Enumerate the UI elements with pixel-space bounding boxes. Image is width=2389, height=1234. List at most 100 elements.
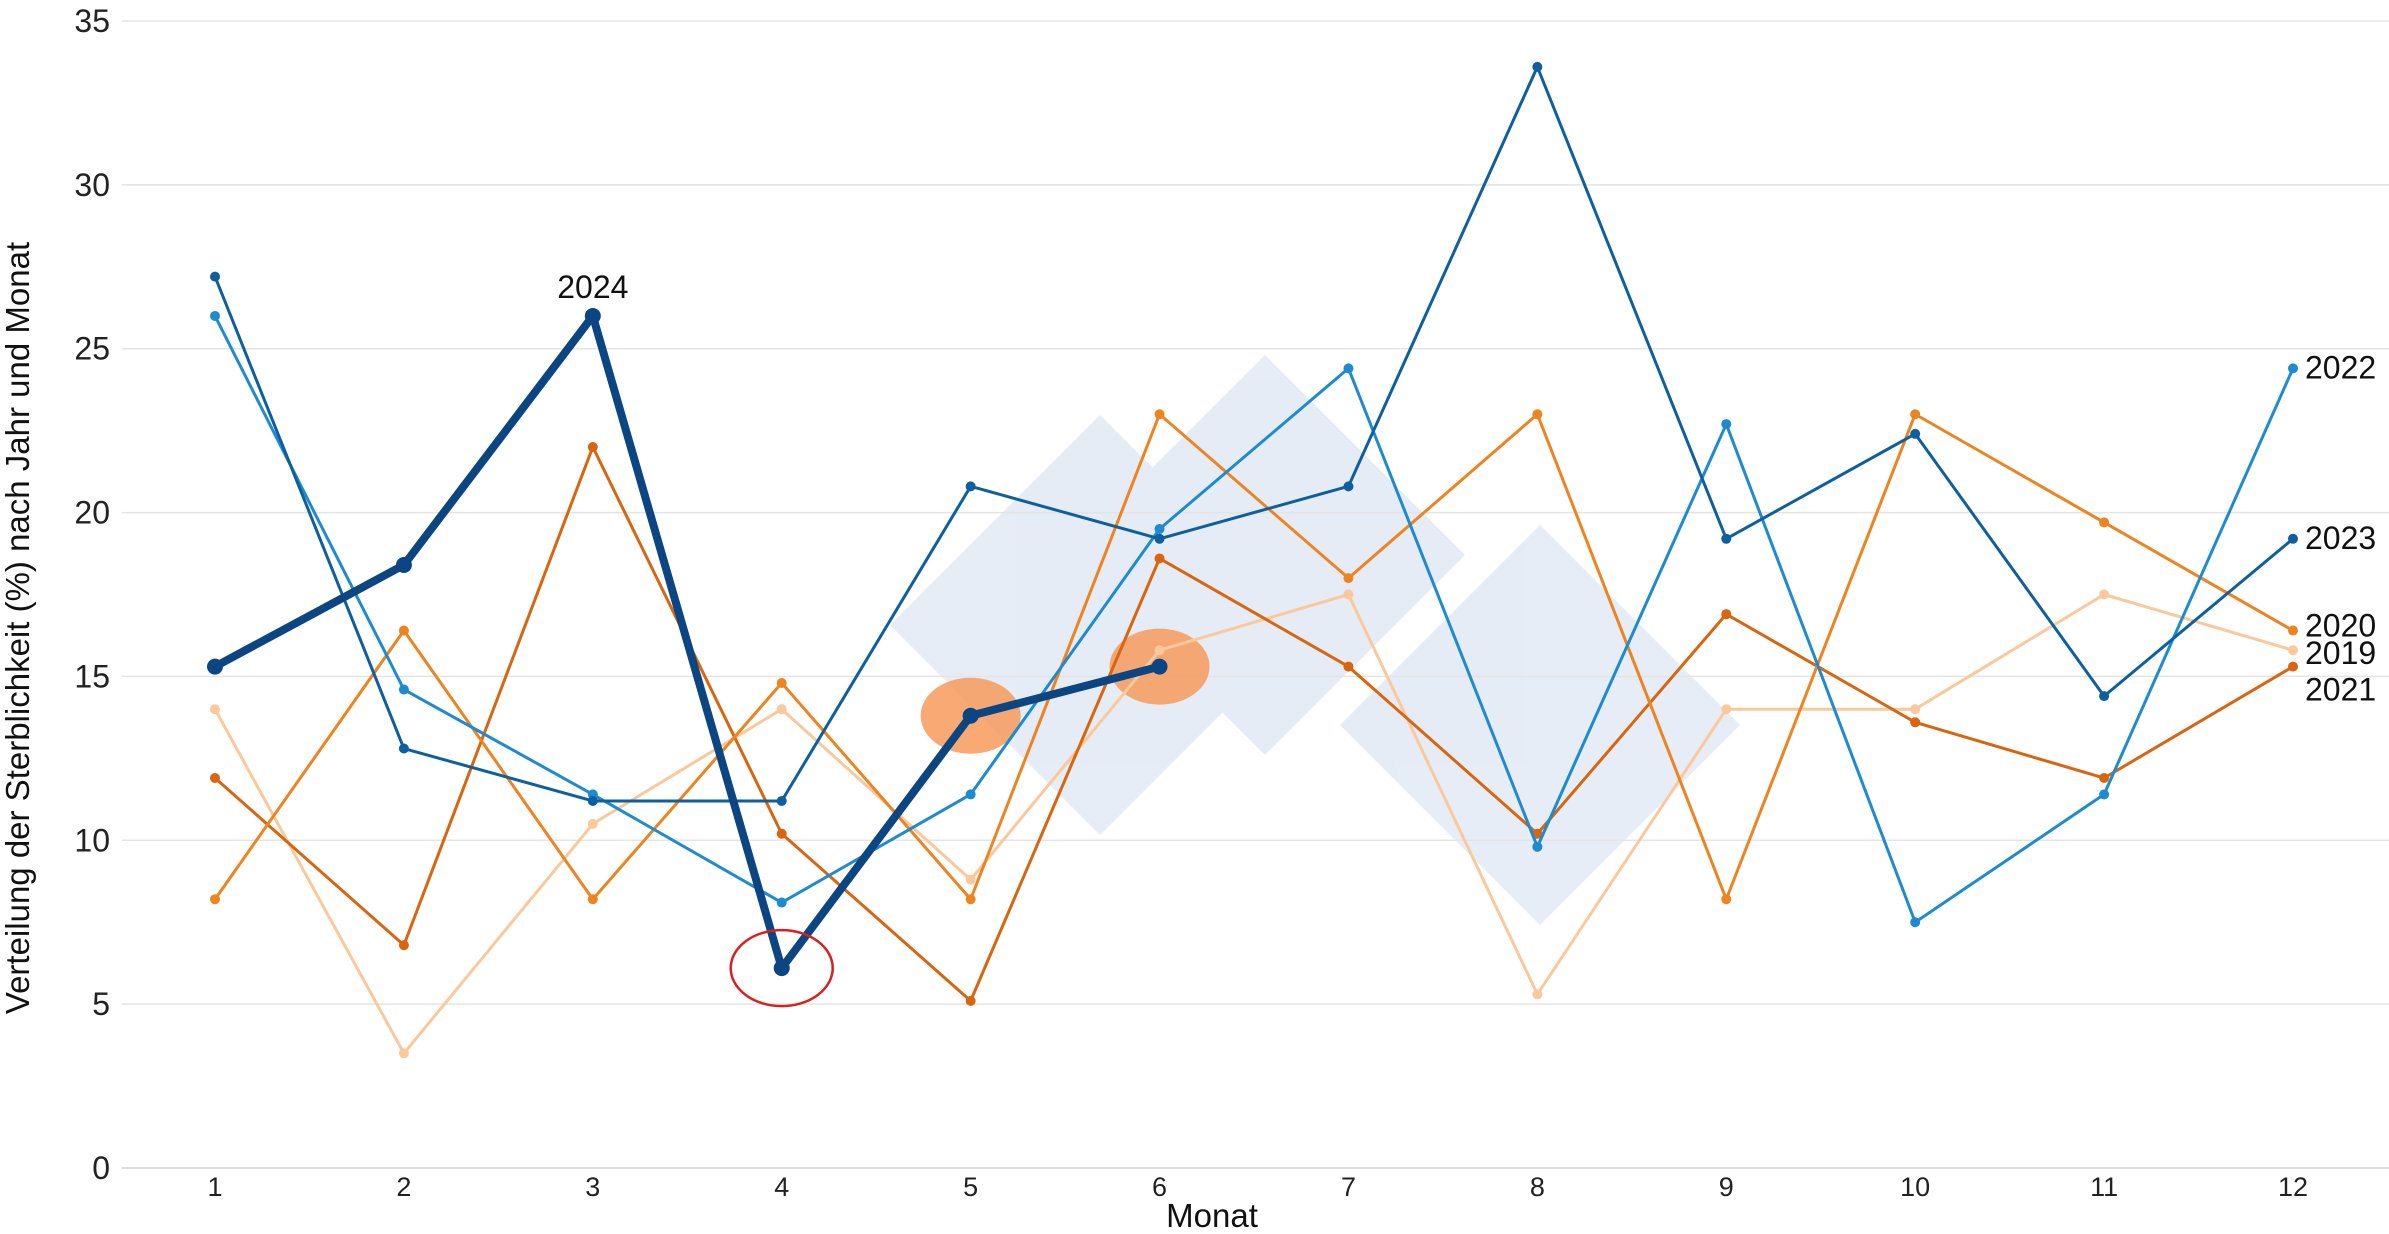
x-tick-label: 10 bbox=[1900, 1172, 1930, 1202]
data-point bbox=[2099, 773, 2110, 784]
x-axis-ticks: 1 2 3 4 5 6 7 8 9 10 11 12 bbox=[207, 1172, 2308, 1202]
data-point bbox=[1721, 419, 1732, 430]
y-tick-label: 30 bbox=[74, 167, 110, 203]
red-circle-annotation bbox=[729, 928, 834, 1008]
x-tick-label: 4 bbox=[774, 1172, 789, 1202]
data-point bbox=[1343, 573, 1354, 584]
data-point bbox=[1151, 658, 1168, 675]
y-tick-label: 5 bbox=[92, 986, 110, 1022]
data-point bbox=[1343, 661, 1354, 672]
x-tick-label: 8 bbox=[1530, 1172, 1545, 1202]
y-axis-ticks: 0 5 10 15 20 25 30 35 bbox=[74, 3, 110, 1186]
data-point bbox=[398, 940, 409, 951]
series-lines bbox=[207, 61, 2298, 1059]
data-point bbox=[1532, 989, 1543, 1000]
data-point bbox=[1343, 589, 1354, 600]
series-2024 bbox=[207, 307, 1168, 977]
data-point bbox=[2099, 789, 2110, 800]
x-tick-label: 5 bbox=[963, 1172, 978, 1202]
data-point bbox=[776, 795, 787, 806]
data-point bbox=[1532, 828, 1543, 839]
data-point bbox=[2288, 533, 2298, 544]
x-tick-label: 2 bbox=[396, 1172, 411, 1202]
data-point bbox=[587, 795, 598, 806]
data-point bbox=[587, 894, 598, 905]
series-line bbox=[213, 65, 2295, 803]
data-point bbox=[587, 442, 598, 453]
series-label-2021: 2021 bbox=[2305, 672, 2376, 708]
series-label-2024: 2024 bbox=[557, 269, 628, 305]
data-point bbox=[1532, 61, 1543, 72]
data-point bbox=[207, 658, 223, 675]
data-point bbox=[210, 271, 220, 282]
series-line bbox=[211, 311, 1164, 973]
x-tick-label: 12 bbox=[2278, 1172, 2308, 1202]
series-label-2019: 2019 bbox=[2305, 635, 2376, 671]
data-point bbox=[210, 773, 220, 784]
data-point bbox=[1910, 428, 1921, 439]
y-tick-label: 15 bbox=[74, 658, 110, 694]
data-point bbox=[1154, 409, 1165, 420]
series-label-2023: 2023 bbox=[2305, 520, 2376, 556]
y-tick-label: 25 bbox=[74, 331, 110, 367]
series-2023 bbox=[210, 61, 2298, 806]
data-point bbox=[398, 684, 409, 695]
data-point bbox=[1721, 609, 1732, 620]
data-point bbox=[965, 789, 976, 800]
series-label-2022: 2022 bbox=[2305, 349, 2376, 385]
x-tick-label: 3 bbox=[585, 1172, 600, 1202]
data-point bbox=[1721, 533, 1732, 544]
data-point bbox=[210, 704, 220, 715]
data-point bbox=[1910, 704, 1921, 715]
data-point bbox=[776, 704, 787, 715]
data-point bbox=[773, 960, 790, 977]
series-2019 bbox=[210, 589, 2298, 1059]
data-point bbox=[2288, 363, 2298, 374]
data-point bbox=[584, 307, 601, 324]
data-point bbox=[1154, 645, 1165, 656]
data-point bbox=[965, 995, 976, 1006]
x-tick-label: 9 bbox=[1719, 1172, 1734, 1202]
series-2020 bbox=[210, 409, 2298, 905]
data-point bbox=[1910, 917, 1921, 928]
data-point bbox=[776, 828, 787, 839]
series-line bbox=[213, 314, 2295, 924]
data-point bbox=[1154, 533, 1165, 544]
series-label-2020: 2020 bbox=[2305, 608, 2376, 644]
data-point bbox=[1532, 409, 1543, 420]
data-point bbox=[587, 818, 598, 829]
data-point bbox=[398, 743, 409, 754]
series-2021 bbox=[210, 442, 2298, 1006]
data-point bbox=[210, 894, 220, 905]
data-point bbox=[965, 894, 976, 905]
data-point bbox=[1721, 704, 1732, 715]
series-2022 bbox=[210, 310, 2298, 928]
data-point bbox=[2288, 661, 2298, 672]
x-tick-label: 11 bbox=[2090, 1172, 2118, 1202]
series-line bbox=[213, 412, 2295, 901]
y-tick-label: 35 bbox=[74, 3, 110, 39]
x-tick-label: 6 bbox=[1152, 1172, 1167, 1202]
data-point bbox=[210, 310, 220, 321]
data-point bbox=[2288, 625, 2298, 636]
data-point bbox=[1154, 523, 1165, 534]
data-point bbox=[1532, 841, 1543, 852]
data-point bbox=[2099, 517, 2110, 528]
y-axis-title: Verteilung der Sterblichkeit (%) nach Ja… bbox=[0, 242, 36, 1014]
data-point bbox=[1721, 894, 1732, 905]
data-point bbox=[1910, 717, 1921, 728]
data-point bbox=[776, 897, 787, 908]
data-point bbox=[398, 1048, 409, 1059]
data-point bbox=[2288, 645, 2298, 656]
data-point bbox=[395, 557, 412, 574]
y-tick-label: 0 bbox=[92, 1150, 110, 1186]
data-point bbox=[1910, 409, 1921, 420]
data-point bbox=[1343, 363, 1354, 374]
data-point bbox=[2099, 589, 2110, 600]
series-line bbox=[213, 593, 2295, 1055]
x-tick-label: 1 bbox=[207, 1172, 222, 1202]
series-line bbox=[213, 445, 2295, 1003]
data-point bbox=[776, 677, 787, 688]
